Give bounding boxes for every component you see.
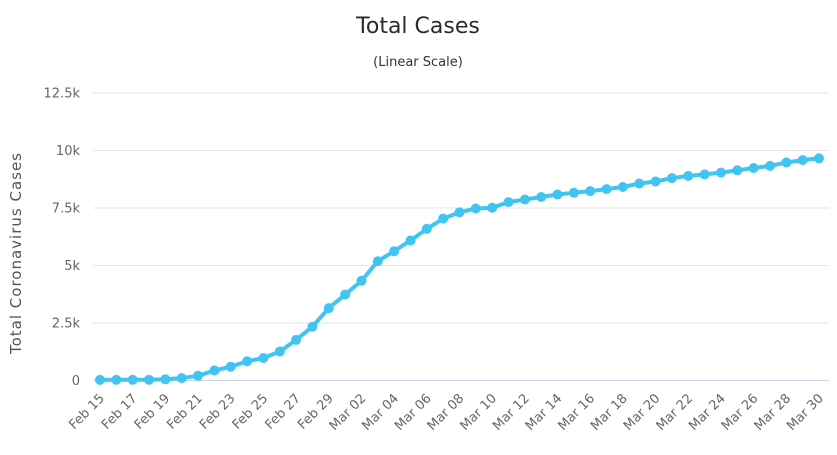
series-point[interactable] [340,289,351,300]
series-point[interactable] [765,160,775,171]
series-point[interactable] [585,186,596,197]
series-point[interactable] [111,374,122,385]
series-point[interactable] [814,153,824,164]
x-tick-label: Feb 15 [66,391,108,433]
x-tick-label: Feb 17 [99,391,141,433]
series-point[interactable] [438,213,449,224]
series-point[interactable] [144,374,154,385]
series-point[interactable] [291,334,302,345]
series-point[interactable] [732,165,743,176]
series-point[interactable] [242,356,253,367]
series-point[interactable] [666,173,677,184]
x-tick-label: Feb 27 [262,391,304,433]
series-point[interactable] [634,178,645,189]
series-point[interactable] [699,169,710,180]
x-tick-label: Mar 30 [784,391,827,434]
series-point[interactable] [716,167,726,178]
series-point[interactable] [258,353,269,363]
series-point[interactable] [193,370,203,381]
y-tick-label: 12.5k [44,87,81,102]
y-tick-label: 2.5k [52,317,81,332]
series-point[interactable] [372,256,383,267]
x-tick-label: Feb 21 [164,391,206,433]
y-tick-label: 5k [64,259,80,274]
series-point[interactable] [519,194,530,205]
y-axis-labels: 0 2.5k 5k 7.5k 10k 12.5k [44,87,81,390]
series-point[interactable] [225,361,236,372]
series-point[interactable] [503,197,514,208]
series-line[interactable] [98,156,821,382]
x-tick-label: Feb 23 [197,391,239,433]
series-point[interactable] [209,365,220,376]
x-tick-label: Feb 19 [132,391,174,433]
series-markers [95,153,824,385]
x-tick-label: Feb 25 [230,391,272,433]
y-axis-title: Total Coronavirus Cases [7,152,25,355]
series-point[interactable] [650,176,661,187]
series-point[interactable] [487,202,498,213]
series-point[interactable] [470,203,481,214]
series-point[interactable] [454,207,465,218]
series-point[interactable] [274,346,285,357]
series-point[interactable] [601,184,612,195]
series-point[interactable] [536,192,547,202]
series-point[interactable] [552,189,563,200]
series-point[interactable] [683,170,694,181]
series-point[interactable] [95,374,105,385]
series-point[interactable] [405,235,416,246]
series-point[interactable] [781,157,792,168]
series-point[interactable] [797,155,808,166]
chart-subtitle: (Linear Scale) [373,55,463,70]
series-point[interactable] [176,373,187,384]
series-point[interactable] [127,374,138,385]
chart-title: Total Cases [355,14,480,39]
series-point[interactable] [617,182,628,192]
series-point[interactable] [748,163,759,173]
y-tick-label: 0 [72,374,80,389]
y-tick-label: 7.5k [52,202,81,217]
series-point[interactable] [568,187,579,198]
series-point[interactable] [356,275,367,286]
series-point[interactable] [160,374,171,385]
gridlines [93,92,829,381]
series-point[interactable] [389,246,400,257]
y-tick-label: 10k [56,144,81,159]
series-point[interactable] [323,303,334,314]
series-point[interactable] [307,321,318,332]
series-point[interactable] [421,223,432,234]
